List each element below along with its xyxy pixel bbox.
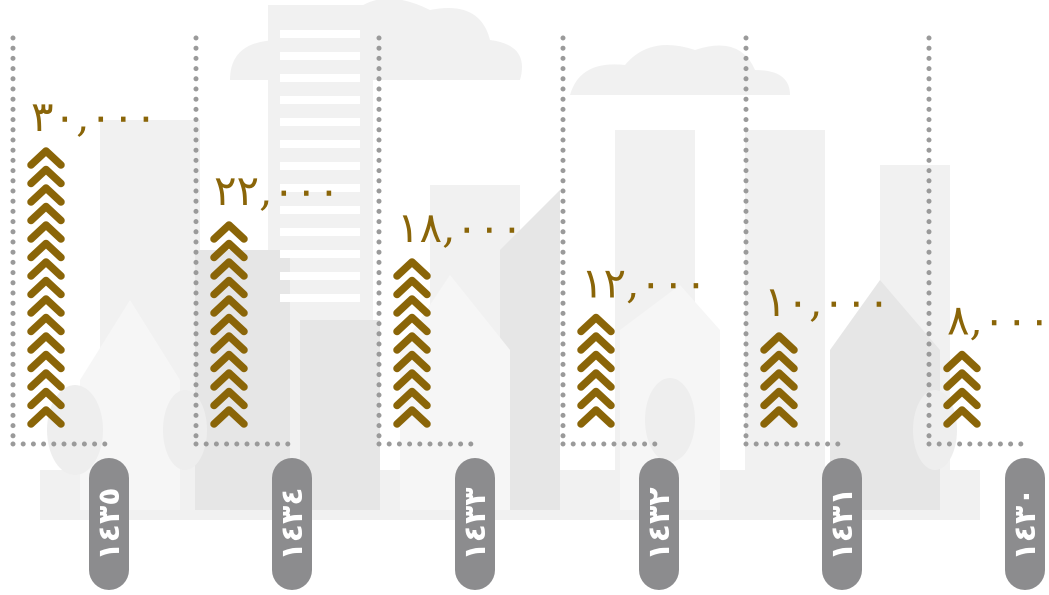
chevron-up-icon	[27, 350, 65, 373]
chevron-up-icon	[27, 276, 65, 299]
building-window	[280, 162, 360, 170]
chevron-up-icon	[27, 221, 65, 243]
chevron-up-icon	[27, 406, 65, 428]
chevron-up-icon	[393, 369, 431, 391]
chevron-up-icon	[943, 406, 981, 428]
chevron-up-icon	[210, 221, 248, 243]
chevron-up-icon	[27, 239, 65, 262]
bar-column: ٢٢,٠٠٠ ١٤٣٤	[193, 35, 340, 590]
chevron-up-icon	[27, 369, 65, 391]
building-window	[280, 118, 360, 126]
chevron-up-icon	[210, 276, 248, 299]
background-shape	[913, 390, 957, 470]
chevron-up-icon	[27, 147, 65, 169]
building-window	[280, 74, 360, 82]
chevron-up-icon	[943, 350, 981, 373]
background-shape	[830, 280, 940, 510]
value-label: ١٨,٠٠٠	[397, 203, 523, 252]
chevron-up-icon	[393, 258, 431, 280]
bar-column: ٣٠,٠٠٠ ١٤٣٥	[10, 35, 157, 590]
chevron-up-icon	[27, 202, 65, 225]
chevron-up-icon	[210, 350, 248, 373]
chevron-up-icon	[210, 258, 248, 280]
chevron-up-icon	[393, 332, 431, 354]
chevron-up-icon	[577, 369, 615, 391]
value-label: ٣٠,٠٠٠	[31, 92, 157, 141]
building-window	[280, 30, 360, 38]
building-window	[280, 294, 360, 302]
chevron-up-icon	[760, 332, 798, 354]
chevron-up-icon	[760, 350, 798, 373]
chart-columns: ٣٠,٠٠٠ ١٤٣٥ ٢٢,٠٠٠ ١٤٣٤ ١٨,٠٠٠ ١٤٣٣ ١٢,٠٠٠ ١٤٣٢…	[10, 35, 1049, 590]
chevron-up-icon	[943, 387, 981, 410]
chevron-up-icon	[210, 387, 248, 410]
bar-column: ١٨,٠٠٠ ١٤٣٣	[376, 35, 523, 590]
year-pill	[272, 458, 312, 590]
building-window	[280, 250, 360, 258]
chevron-up-icon	[393, 295, 431, 317]
year-label: ١٤٣٢	[642, 487, 677, 560]
building-window	[280, 206, 360, 214]
chevron-up-icon	[210, 295, 248, 317]
year-label: ١٤٣١	[825, 487, 860, 560]
year-pill	[639, 458, 679, 590]
year-pill	[89, 458, 129, 590]
chevron-up-icon	[393, 350, 431, 373]
chevron-up-icon	[210, 313, 248, 336]
chevron-up-icon	[27, 165, 65, 188]
chevron-up-icon	[577, 387, 615, 410]
chevron-up-icon	[210, 239, 248, 262]
value-label: ٢٢,٠٠٠	[214, 166, 340, 215]
building-window	[280, 184, 360, 192]
bar-column: ١٠,٠٠٠ ١٤٣١	[743, 35, 890, 590]
chevron-up-icon	[577, 350, 615, 373]
chevron-up-icon	[27, 258, 65, 280]
chevron-up-icon	[27, 295, 65, 317]
chevron-up-icon	[943, 369, 981, 391]
background-shape	[300, 320, 380, 510]
chevron-up-icon	[27, 387, 65, 410]
building-window	[280, 52, 360, 60]
chevron-up-icon	[210, 369, 248, 391]
chevron-up-icon	[577, 313, 615, 336]
chevron-up-icon	[393, 387, 431, 410]
chevron-up-icon	[210, 332, 248, 354]
chevron-up-icon	[760, 406, 798, 428]
chevron-up-icon	[760, 369, 798, 391]
value-label: ٨,٠٠٠	[947, 296, 1049, 345]
chevron-up-icon	[210, 406, 248, 428]
building-window	[280, 228, 360, 236]
bar-column: ٨,٠٠٠ ١٤٣٠	[926, 35, 1049, 590]
year-label: ١٤٣٠	[1008, 487, 1043, 560]
background-shape	[80, 300, 180, 510]
value-label: ١٢,٠٠٠	[581, 259, 707, 308]
background-shape	[500, 190, 560, 510]
building-window	[280, 272, 360, 280]
year-label: ١٤٣٥	[92, 487, 127, 560]
chevron-up-icon	[27, 332, 65, 354]
chevron-up-icon	[393, 313, 431, 336]
bar-column: ١٢,٠٠٠ ١٤٣٢	[560, 35, 707, 590]
background-shape	[745, 130, 825, 510]
background-shape	[163, 390, 207, 470]
building-window	[280, 140, 360, 148]
background-shape	[645, 378, 695, 462]
year-pill	[822, 458, 862, 590]
building-window	[280, 96, 360, 104]
year-pill	[455, 458, 495, 590]
chevron-up-icon	[27, 184, 65, 206]
value-label: ١٠,٠٠٠	[764, 277, 890, 326]
chevron-up-icon	[577, 332, 615, 354]
chevron-up-icon	[760, 387, 798, 410]
year-label: ١٤٣٤	[275, 487, 310, 560]
chevron-up-icon	[27, 313, 65, 336]
chevron-up-icon	[393, 406, 431, 428]
year-pill	[1005, 458, 1045, 590]
year-label: ١٤٣٣	[458, 487, 493, 560]
background-shape	[570, 45, 790, 95]
chevron-up-icon	[577, 406, 615, 428]
chevron-up-icon	[393, 276, 431, 299]
